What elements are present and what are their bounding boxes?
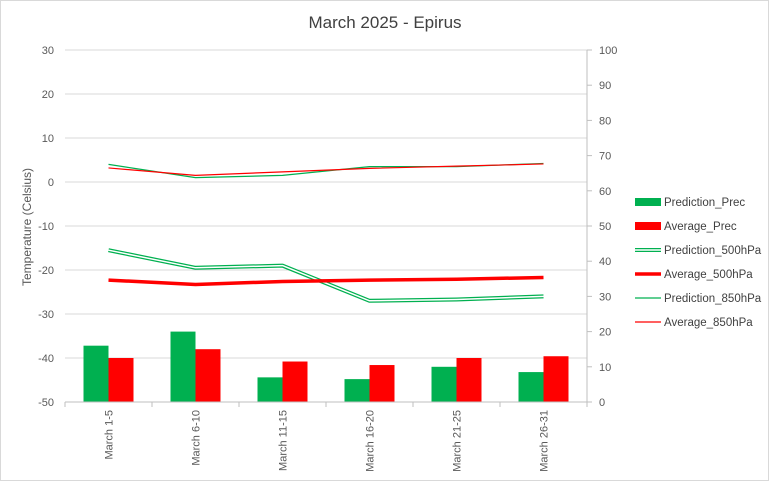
y-right-tick-label: 70 [599, 151, 611, 163]
x-tick-label: March 6-10 [191, 410, 203, 466]
series-line [108, 248, 544, 303]
y-right-tick-label: 50 [599, 221, 611, 233]
y-right-tick-label: 0 [599, 397, 605, 409]
x-tick-label: March 11-15 [278, 410, 290, 471]
bar [282, 361, 308, 402]
bar [543, 356, 569, 402]
series-line [108, 275, 544, 287]
bar [195, 349, 221, 402]
y-left-tick-label: -10 [38, 221, 54, 233]
legend-swatch [635, 198, 661, 206]
y-right-tick-label: 20 [599, 327, 611, 339]
y-axis-title: Temperature (Celsius) [20, 168, 34, 286]
bar [369, 365, 395, 402]
series-line-inner [108, 249, 544, 302]
legend-label: Average_500hPa [664, 269, 753, 281]
bar [344, 379, 370, 402]
series-line [108, 163, 544, 176]
chart-title: March 2025 - Epirus [308, 13, 461, 32]
y-left-tick-label: 0 [48, 177, 54, 189]
gridlines [65, 49, 587, 403]
y-left-tick-label: -20 [38, 265, 54, 277]
y-left-tick-label: 20 [42, 89, 54, 101]
bar [108, 358, 134, 402]
legend-swatch [635, 222, 661, 230]
y-left-tick-label: 30 [42, 45, 54, 57]
y-right-tick-label: 30 [599, 291, 611, 303]
y-right-tick-label: 40 [599, 256, 611, 268]
x-tick-label: March 26-31 [539, 410, 551, 472]
y-right-tick-label: 80 [599, 115, 611, 127]
legend-label: Prediction_500hPa [664, 245, 762, 257]
line-series [108, 162, 544, 303]
y-right-tick-label: 90 [599, 80, 611, 92]
legend: Prediction_Prec Average_Prec Prediction_50… [635, 197, 762, 329]
bar [456, 358, 482, 402]
y-right-tick-label: 10 [599, 362, 611, 374]
x-tick-label: March 21-25 [452, 410, 464, 472]
y-right-tick-label: 60 [599, 186, 611, 198]
y-left-tick-label: -30 [38, 309, 54, 321]
x-tick-label: March 16-20 [365, 410, 377, 472]
bar [431, 366, 457, 402]
bar [257, 377, 283, 402]
y-left-tick-label: -50 [38, 397, 54, 409]
x-tick-label: March 1-5 [104, 410, 116, 460]
y-left-tick-label: -40 [38, 353, 54, 365]
y-right-tick-label: 100 [599, 45, 617, 57]
legend-label: Prediction_850hPa [664, 293, 762, 305]
bar [518, 372, 544, 402]
bar [83, 345, 109, 402]
axes: 3020100-10-20-30-40-50100908070605040302… [38, 45, 617, 472]
bar [170, 331, 196, 402]
legend-label: Prediction_Prec [664, 197, 745, 209]
bar-series [83, 331, 569, 402]
y-left-tick-label: 10 [42, 133, 54, 145]
legend-label: Average_Prec [664, 221, 737, 233]
legend-label: Average_850hPa [664, 317, 753, 329]
